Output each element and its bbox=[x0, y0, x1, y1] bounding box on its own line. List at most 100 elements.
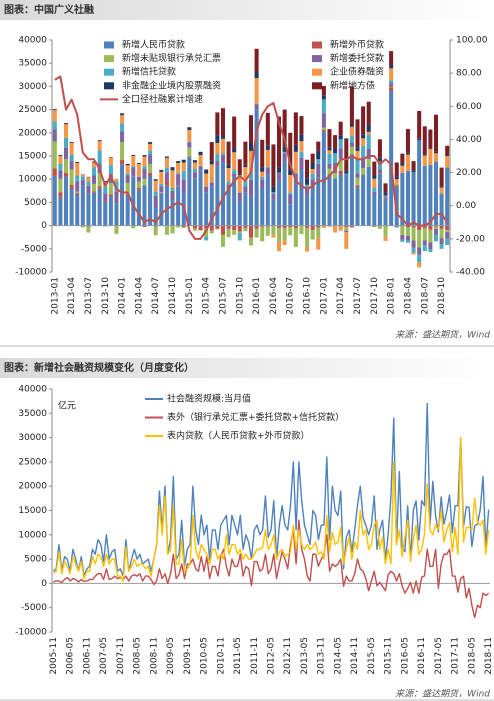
bar-segment bbox=[136, 188, 141, 190]
bar-segment bbox=[248, 115, 254, 144]
bar-segment bbox=[366, 166, 371, 226]
bar-segment bbox=[125, 182, 130, 195]
bar-segment bbox=[226, 181, 231, 185]
bar-segment bbox=[181, 170, 186, 180]
bar-segment bbox=[433, 114, 439, 152]
bar-segment bbox=[327, 168, 332, 175]
bar-segment bbox=[187, 156, 192, 158]
bar-segment bbox=[153, 180, 158, 192]
bar-segment bbox=[260, 176, 265, 180]
bar-segment bbox=[136, 176, 141, 182]
bar-segment bbox=[97, 141, 102, 151]
bar-segment bbox=[333, 178, 338, 226]
bar-segment bbox=[411, 161, 416, 171]
bar-segment bbox=[164, 167, 169, 173]
bar-segment bbox=[344, 225, 349, 227]
bar-segment bbox=[215, 225, 220, 229]
x-tick-label: 2009-11 bbox=[183, 637, 193, 675]
bar-segment bbox=[164, 156, 169, 158]
bar-segment bbox=[254, 78, 259, 104]
x-tick-label: 2018-05 bbox=[467, 637, 477, 675]
bar-segment bbox=[103, 193, 108, 201]
bar-segment bbox=[338, 139, 343, 149]
bar-segment bbox=[299, 151, 304, 158]
x-tick-label: 2018-11 bbox=[484, 637, 494, 675]
bar-segment bbox=[63, 172, 69, 177]
bar-segment bbox=[125, 165, 130, 174]
bar-segment bbox=[316, 159, 321, 164]
bar-segment bbox=[271, 226, 276, 235]
bar-segment bbox=[349, 86, 354, 124]
y-tick-label: 35000 bbox=[18, 59, 47, 69]
legend-label: 新增人民币贷款 bbox=[122, 39, 185, 51]
bar-segment bbox=[142, 225, 147, 227]
bar-segment bbox=[86, 177, 91, 182]
bar-segment bbox=[92, 175, 97, 184]
bar-segment bbox=[383, 236, 388, 241]
bar-segment bbox=[433, 161, 439, 226]
bar-segment bbox=[394, 183, 399, 186]
bar-segment bbox=[148, 143, 153, 151]
bar-segment bbox=[366, 159, 371, 167]
x-tick-label: 2014-11 bbox=[350, 637, 360, 675]
bar-segment bbox=[215, 112, 220, 136]
x-tick-label: 2011-05 bbox=[233, 637, 243, 675]
x-tick-label: 2005-11 bbox=[49, 637, 59, 675]
bar-segment bbox=[271, 192, 276, 194]
bar-segment bbox=[232, 176, 237, 226]
bar-segment bbox=[344, 174, 349, 226]
bar-segment bbox=[254, 48, 259, 73]
bar-segment bbox=[237, 201, 242, 226]
bar-segment bbox=[299, 116, 304, 135]
y-tick-label: 10000 bbox=[18, 530, 47, 540]
bar-segment bbox=[260, 139, 265, 168]
bar-segment bbox=[383, 195, 388, 197]
bar-segment bbox=[97, 188, 102, 226]
bar-segment bbox=[439, 186, 444, 188]
bar-segment bbox=[248, 172, 254, 180]
bar-segment bbox=[52, 110, 57, 122]
bar-segment bbox=[215, 135, 220, 144]
bar-segment bbox=[226, 188, 231, 226]
bar-segment bbox=[69, 184, 74, 189]
bar-segment bbox=[327, 129, 332, 148]
bar-segment bbox=[243, 167, 248, 182]
x-tick-label: 2013-07 bbox=[84, 277, 94, 315]
bar-segment bbox=[120, 115, 125, 124]
bar-segment bbox=[192, 225, 197, 229]
bar-segment bbox=[389, 91, 394, 226]
bar-segment bbox=[316, 238, 321, 250]
bar-segment bbox=[58, 192, 63, 197]
bar-segment bbox=[288, 225, 293, 227]
bar-segment bbox=[187, 147, 192, 157]
bar-segment bbox=[164, 172, 169, 182]
bar-segment bbox=[209, 182, 214, 187]
bar-segment bbox=[142, 155, 147, 157]
bar-segment bbox=[153, 179, 158, 181]
bar-segment bbox=[439, 244, 444, 249]
y-tick-label: 25000 bbox=[18, 105, 47, 115]
legend-label: 非金融企业境内股票融资 bbox=[122, 79, 221, 91]
bar-segment bbox=[428, 164, 433, 226]
bar-segment bbox=[405, 170, 410, 226]
bar-segment bbox=[316, 177, 321, 226]
bar-segment bbox=[243, 192, 248, 226]
bar-segment bbox=[204, 169, 209, 174]
x-tick-label: 2013-04 bbox=[67, 277, 77, 315]
bar-segment bbox=[75, 191, 80, 194]
bar-segment bbox=[254, 225, 259, 229]
bar-segment bbox=[232, 230, 237, 235]
bar-segment bbox=[220, 136, 225, 139]
bar-segment bbox=[445, 167, 450, 226]
bar-segment bbox=[260, 179, 265, 189]
bar-segment bbox=[405, 154, 410, 171]
bar-segment bbox=[86, 193, 91, 226]
x-tick-label: 2016-05 bbox=[400, 637, 410, 675]
bar-segment bbox=[265, 149, 270, 167]
bar-segment bbox=[377, 173, 382, 226]
bar-segment bbox=[344, 230, 349, 233]
bar-segment bbox=[271, 234, 276, 238]
bar-segment bbox=[80, 180, 85, 186]
bar-segment bbox=[400, 162, 405, 166]
bar-segment bbox=[310, 225, 315, 231]
